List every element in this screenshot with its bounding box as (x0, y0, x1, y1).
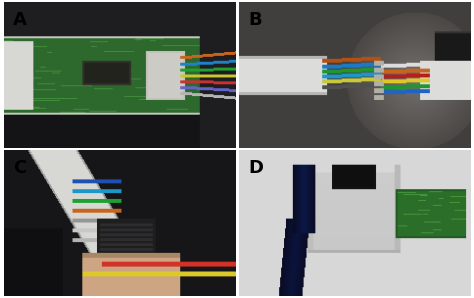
Text: B: B (248, 11, 262, 29)
Text: C: C (13, 159, 26, 177)
Text: A: A (13, 11, 27, 29)
Text: D: D (248, 159, 263, 177)
